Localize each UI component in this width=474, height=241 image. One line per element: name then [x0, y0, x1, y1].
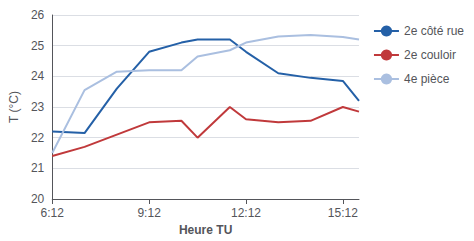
svg-text:T (°C): T (°C): [7, 91, 21, 123]
svg-text:12:12: 12:12: [231, 206, 261, 220]
svg-text:25: 25: [31, 39, 45, 53]
svg-text:22: 22: [31, 131, 45, 145]
svg-text:26: 26: [31, 8, 45, 22]
svg-text:23: 23: [31, 100, 45, 114]
svg-text:2e côté rue: 2e côté rue: [404, 24, 464, 38]
svg-text:15:12: 15:12: [328, 206, 358, 220]
svg-text:2e couloir: 2e couloir: [404, 48, 456, 62]
svg-text:Heure TU: Heure TU: [179, 223, 232, 237]
svg-text:24: 24: [31, 69, 45, 83]
svg-text:21: 21: [31, 161, 45, 175]
svg-text:6:12: 6:12: [41, 206, 65, 220]
svg-text:9:12: 9:12: [137, 206, 161, 220]
svg-text:4e pièce: 4e pièce: [404, 72, 450, 86]
svg-text:20: 20: [31, 192, 45, 206]
